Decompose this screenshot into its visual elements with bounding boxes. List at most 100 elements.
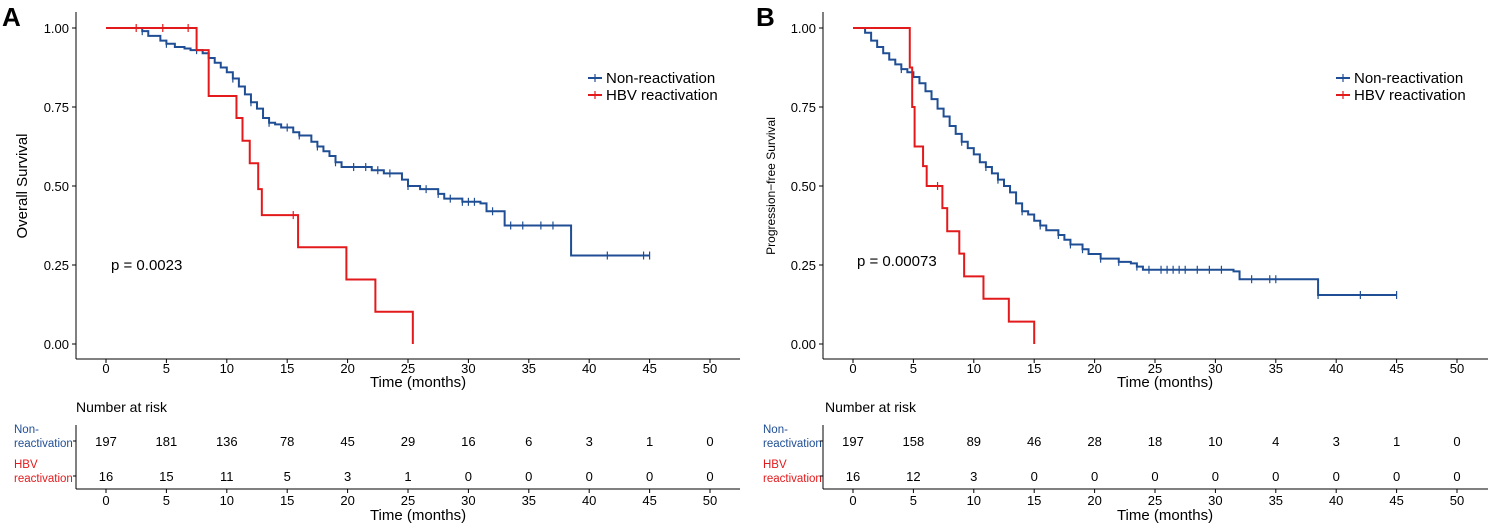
risk-x-tick-label: 5 <box>163 493 170 508</box>
risk-count: 11 <box>220 469 234 484</box>
risk-count: 0 <box>1453 434 1460 449</box>
p-value-annotation: p = 0.00073 <box>857 253 937 270</box>
y-axis-label: Progression−free Survival <box>764 117 778 255</box>
x-tick-label: 15 <box>280 361 294 376</box>
risk-count: 78 <box>280 434 294 449</box>
x-tick-label: 20 <box>340 361 354 376</box>
risk-x-tick-label: 45 <box>1389 493 1403 508</box>
risk-count: 12 <box>906 469 920 484</box>
risk-count: 1 <box>646 434 653 449</box>
risk-count: 0 <box>1272 469 1279 484</box>
risk-x-tick-label: 0 <box>849 493 856 508</box>
risk-x-axis-label: Time (months) <box>1117 507 1213 524</box>
risk-count: 0 <box>1031 469 1038 484</box>
y-tick-label: 0.50 <box>791 179 816 194</box>
risk-count: 1 <box>404 469 411 484</box>
x-tick-label: 5 <box>910 361 917 376</box>
x-axis-label: Time (months) <box>370 374 466 391</box>
risk-x-tick-label: 35 <box>522 493 536 508</box>
risk-count: 4 <box>1272 434 1279 449</box>
risk-count: 136 <box>216 434 238 449</box>
y-tick-label: 0.25 <box>44 258 69 273</box>
risk-count: 3 <box>1333 434 1340 449</box>
risk-x-tick-label: 30 <box>1208 493 1222 508</box>
risk-x-tick-label: 50 <box>703 493 717 508</box>
risk-count: 0 <box>1091 469 1098 484</box>
x-tick-label: 35 <box>1269 361 1283 376</box>
risk-x-tick-label: 35 <box>1269 493 1283 508</box>
risk-x-tick-label: 10 <box>967 493 981 508</box>
risk-count: 158 <box>903 434 925 449</box>
risk-count: 16 <box>461 434 475 449</box>
risk-count: 0 <box>465 469 472 484</box>
risk-table-title: Number at risk <box>76 399 168 415</box>
risk-count: 29 <box>401 434 415 449</box>
x-axis-label: Time (months) <box>1117 374 1213 391</box>
risk-x-tick-label: 25 <box>1148 493 1162 508</box>
risk-count: 0 <box>706 434 713 449</box>
risk-table-title: Number at risk <box>825 399 917 415</box>
risk-count: 28 <box>1087 434 1101 449</box>
x-tick-label: 40 <box>582 361 596 376</box>
risk-x-tick-label: 25 <box>401 493 415 508</box>
x-tick-label: 5 <box>163 361 170 376</box>
risk-x-tick-label: 0 <box>102 493 109 508</box>
x-tick-label: 35 <box>522 361 536 376</box>
risk-x-tick-label: 20 <box>1087 493 1101 508</box>
risk-count: 1 <box>1393 434 1400 449</box>
y-tick-label: 0.75 <box>44 100 69 115</box>
y-tick-label: 0.25 <box>791 258 816 273</box>
risk-group-label-line1: Non- <box>763 424 788 436</box>
risk-group-label-line2: reactivation <box>14 438 73 450</box>
risk-count: 0 <box>646 469 653 484</box>
x-tick-label: 50 <box>1450 361 1464 376</box>
risk-group-label-line2: reactivation <box>14 473 73 485</box>
risk-count: 0 <box>1333 469 1340 484</box>
risk-count: 197 <box>95 434 117 449</box>
series-line-hbv-reactivation <box>106 27 414 344</box>
risk-x-tick-label: 30 <box>461 493 475 508</box>
panel-a: A0.000.250.500.751.000 5 10 15 20 25 30 35 40 45 5… <box>2 2 740 524</box>
x-tick-label: 30 <box>1208 361 1222 376</box>
risk-group-label-line2: reactivation <box>763 473 822 485</box>
risk-x-tick-label: 40 <box>1329 493 1343 508</box>
risk-count: 15 <box>159 469 173 484</box>
risk-count: 0 <box>706 469 713 484</box>
x-tick-label: 25 <box>1148 361 1162 376</box>
legend-label: HBV reactivation <box>1354 87 1466 104</box>
y-tick-label: 0.00 <box>44 337 69 352</box>
risk-x-tick-label: 5 <box>910 493 917 508</box>
x-tick-label: 20 <box>1087 361 1101 376</box>
risk-count: 0 <box>1151 469 1158 484</box>
risk-count: 46 <box>1027 434 1041 449</box>
legend-label: HBV reactivation <box>606 87 718 104</box>
y-tick-label: 0.00 <box>791 337 816 352</box>
risk-count: 181 <box>156 434 178 449</box>
legend-label: Non-reactivation <box>1354 70 1463 87</box>
risk-group-label-line1: Non- <box>14 424 39 436</box>
risk-x-tick-label: 20 <box>340 493 354 508</box>
risk-x-tick-label: 45 <box>642 493 656 508</box>
x-tick-label: 45 <box>642 361 656 376</box>
x-tick-label: 0 <box>849 361 856 376</box>
series-line-non-reactivation <box>106 27 650 257</box>
x-tick-label: 40 <box>1329 361 1343 376</box>
y-tick-label: 1.00 <box>791 21 816 36</box>
risk-x-tick-label: 50 <box>1450 493 1464 508</box>
legend-label: Non-reactivation <box>606 70 715 87</box>
panel-letter: A <box>2 2 21 32</box>
panel-letter: B <box>756 2 775 32</box>
risk-count: 16 <box>99 469 113 484</box>
risk-count: 16 <box>846 469 860 484</box>
p-value-annotation: p = 0.0023 <box>111 257 182 274</box>
risk-x-tick-label: 15 <box>280 493 294 508</box>
y-axis-label: Overall Survival <box>14 133 31 238</box>
risk-group-label-line1: HBV <box>763 459 787 471</box>
risk-group-label-line2: reactivation <box>763 438 822 450</box>
risk-count: 0 <box>1393 469 1400 484</box>
risk-count: 0 <box>525 469 532 484</box>
risk-count: 3 <box>586 434 593 449</box>
y-tick-label: 0.50 <box>44 179 69 194</box>
risk-count: 0 <box>1212 469 1219 484</box>
risk-count: 45 <box>340 434 354 449</box>
